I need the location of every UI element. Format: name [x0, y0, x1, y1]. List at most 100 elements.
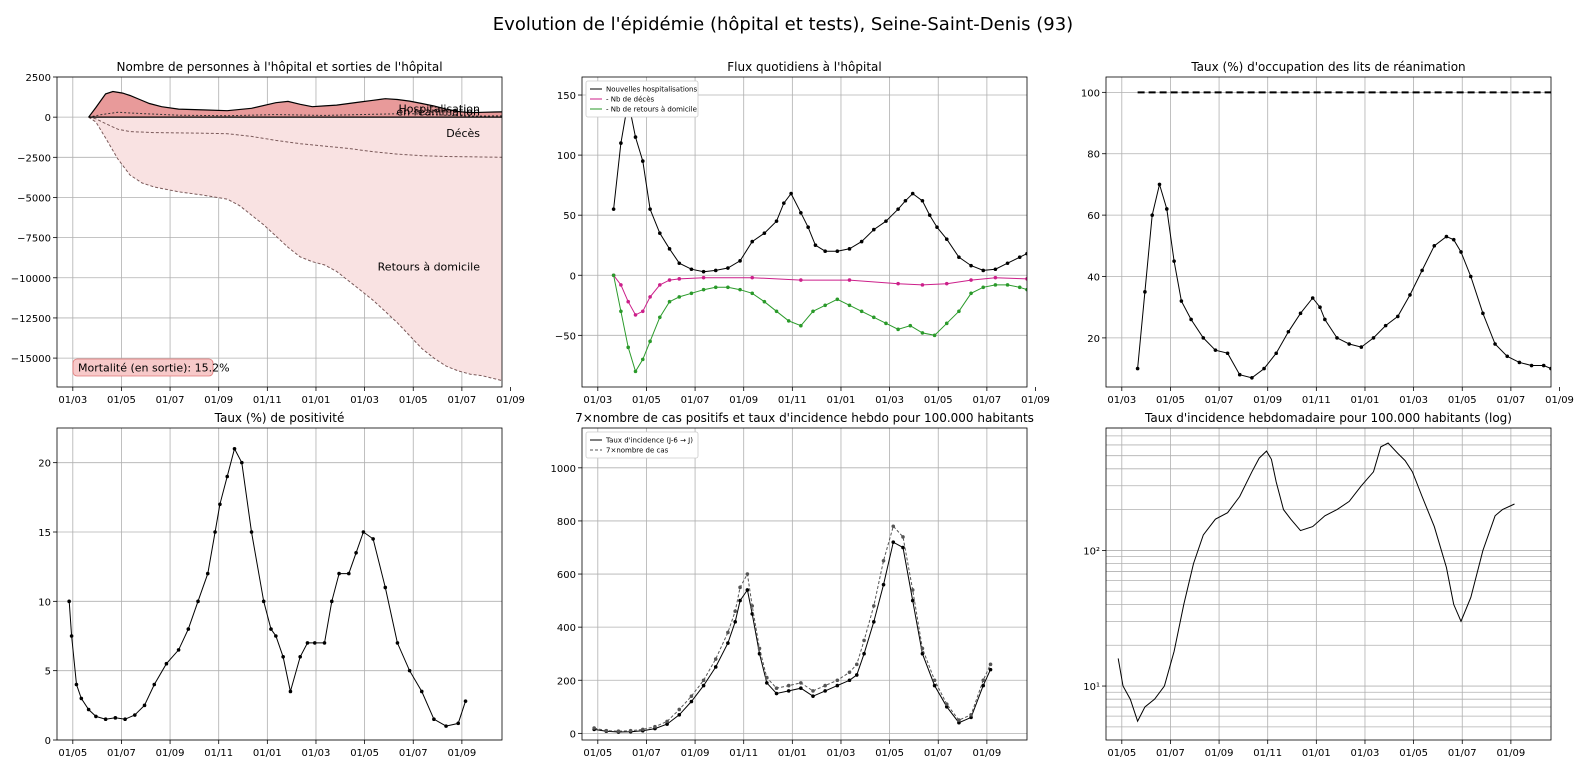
plot-area	[67, 447, 468, 728]
data-point	[813, 243, 818, 248]
data-point	[782, 201, 786, 205]
data-point	[347, 571, 351, 576]
chart-title: Taux d'incidence hebdomadaire pour 100.0…	[1144, 411, 1512, 425]
data-point	[733, 609, 737, 614]
data-point	[86, 707, 91, 712]
data-point	[713, 268, 718, 273]
data-point	[993, 267, 998, 272]
x-tick-label: 01/07	[399, 748, 428, 759]
data-point	[884, 321, 888, 326]
x-tick-label: 01/03	[583, 395, 612, 406]
data-point	[1157, 182, 1162, 187]
data-point	[1493, 342, 1497, 346]
data-point	[932, 678, 937, 683]
plot-area	[88, 90, 502, 382]
data-point	[988, 667, 993, 672]
data-point	[896, 207, 900, 211]
legend-label: Nouvelles hospitalisations	[606, 86, 697, 94]
data-point	[658, 315, 662, 320]
y-tick-label: 10	[38, 597, 51, 608]
data-point	[432, 717, 436, 721]
data-point	[648, 207, 652, 211]
data-point	[774, 219, 779, 223]
data-point	[981, 268, 986, 273]
data-point	[1318, 305, 1322, 309]
series-line-0	[613, 100, 1027, 273]
data-point	[862, 638, 866, 643]
data-point	[658, 283, 662, 287]
data-point	[835, 683, 840, 688]
data-point	[1025, 287, 1027, 292]
data-point	[337, 571, 341, 576]
y-tick-label: 0	[45, 736, 51, 747]
chart-incidence_log: 01/05 01/07 01/09 01/11 01/01 01/03 01/05 01/07…	[1083, 411, 1552, 759]
data-point	[799, 686, 803, 691]
data-point	[383, 585, 388, 590]
data-point	[658, 231, 662, 236]
data-point	[701, 275, 706, 280]
data-point	[786, 689, 791, 693]
legend-label: Taux d'incidence (J-6 → J)	[605, 437, 693, 445]
data-point	[1213, 348, 1218, 352]
line-hospitalised	[88, 90, 502, 118]
data-point	[750, 239, 755, 244]
data-point	[640, 357, 645, 362]
x-tick-label: 01/07	[1205, 395, 1234, 406]
x-tick-label: 01/03	[1399, 395, 1428, 406]
data-point	[823, 303, 827, 308]
data-point	[932, 333, 937, 338]
data-point	[774, 691, 779, 696]
data-point	[750, 604, 755, 608]
data-point	[689, 291, 694, 296]
data-point	[633, 135, 638, 139]
data-point	[281, 655, 285, 659]
chart-cases: 01/05 01/07 01/09 01/11 01/01 01/03 01/05 01/07…	[551, 411, 1034, 759]
data-point	[395, 641, 400, 645]
data-point	[1310, 296, 1315, 300]
legend-label: - Nb de retours à domicile	[606, 106, 697, 114]
label-reanimation: en réanimation	[396, 106, 480, 119]
x-tick-label: 01/03	[350, 395, 379, 406]
data-point	[799, 278, 803, 282]
data-point	[957, 255, 961, 260]
data-point	[908, 323, 913, 328]
y-tick-label: 10¹	[1083, 682, 1100, 693]
data-point	[835, 297, 840, 302]
data-point	[957, 718, 961, 722]
data-point	[872, 315, 876, 320]
data-point	[969, 278, 973, 282]
data-point	[261, 599, 266, 604]
data-point	[944, 281, 949, 286]
data-point	[619, 141, 623, 145]
axes-frame	[581, 427, 1028, 741]
data-point	[701, 287, 706, 292]
data-point	[218, 502, 222, 507]
data-point	[799, 323, 803, 328]
data-point	[69, 634, 74, 638]
data-point	[920, 651, 925, 656]
data-point	[164, 661, 169, 666]
y-tick-label: 100	[1081, 88, 1100, 99]
x-tick-label: 01/01	[827, 395, 856, 406]
data-point	[648, 339, 652, 344]
data-point	[1189, 317, 1193, 322]
data-point	[1143, 290, 1147, 294]
data-point	[881, 558, 886, 563]
data-point	[944, 702, 949, 706]
data-point	[322, 641, 327, 645]
data-point	[74, 682, 79, 687]
data-point	[619, 283, 623, 287]
x-tick-label: 01/03	[302, 748, 331, 759]
data-point	[1286, 329, 1291, 334]
y-tick-label: 1000	[551, 464, 576, 475]
x-tick-label: 01/05	[399, 395, 428, 406]
data-point	[225, 474, 230, 479]
x-tick-label: 01/01	[1351, 395, 1380, 406]
chart-title: 7×nombre de cas positifs et taux d'incid…	[575, 411, 1034, 425]
data-point	[1383, 323, 1388, 328]
data-point	[133, 713, 137, 717]
data-point	[884, 219, 888, 223]
data-point	[1481, 311, 1485, 316]
data-point	[823, 689, 827, 693]
data-point	[881, 582, 886, 587]
